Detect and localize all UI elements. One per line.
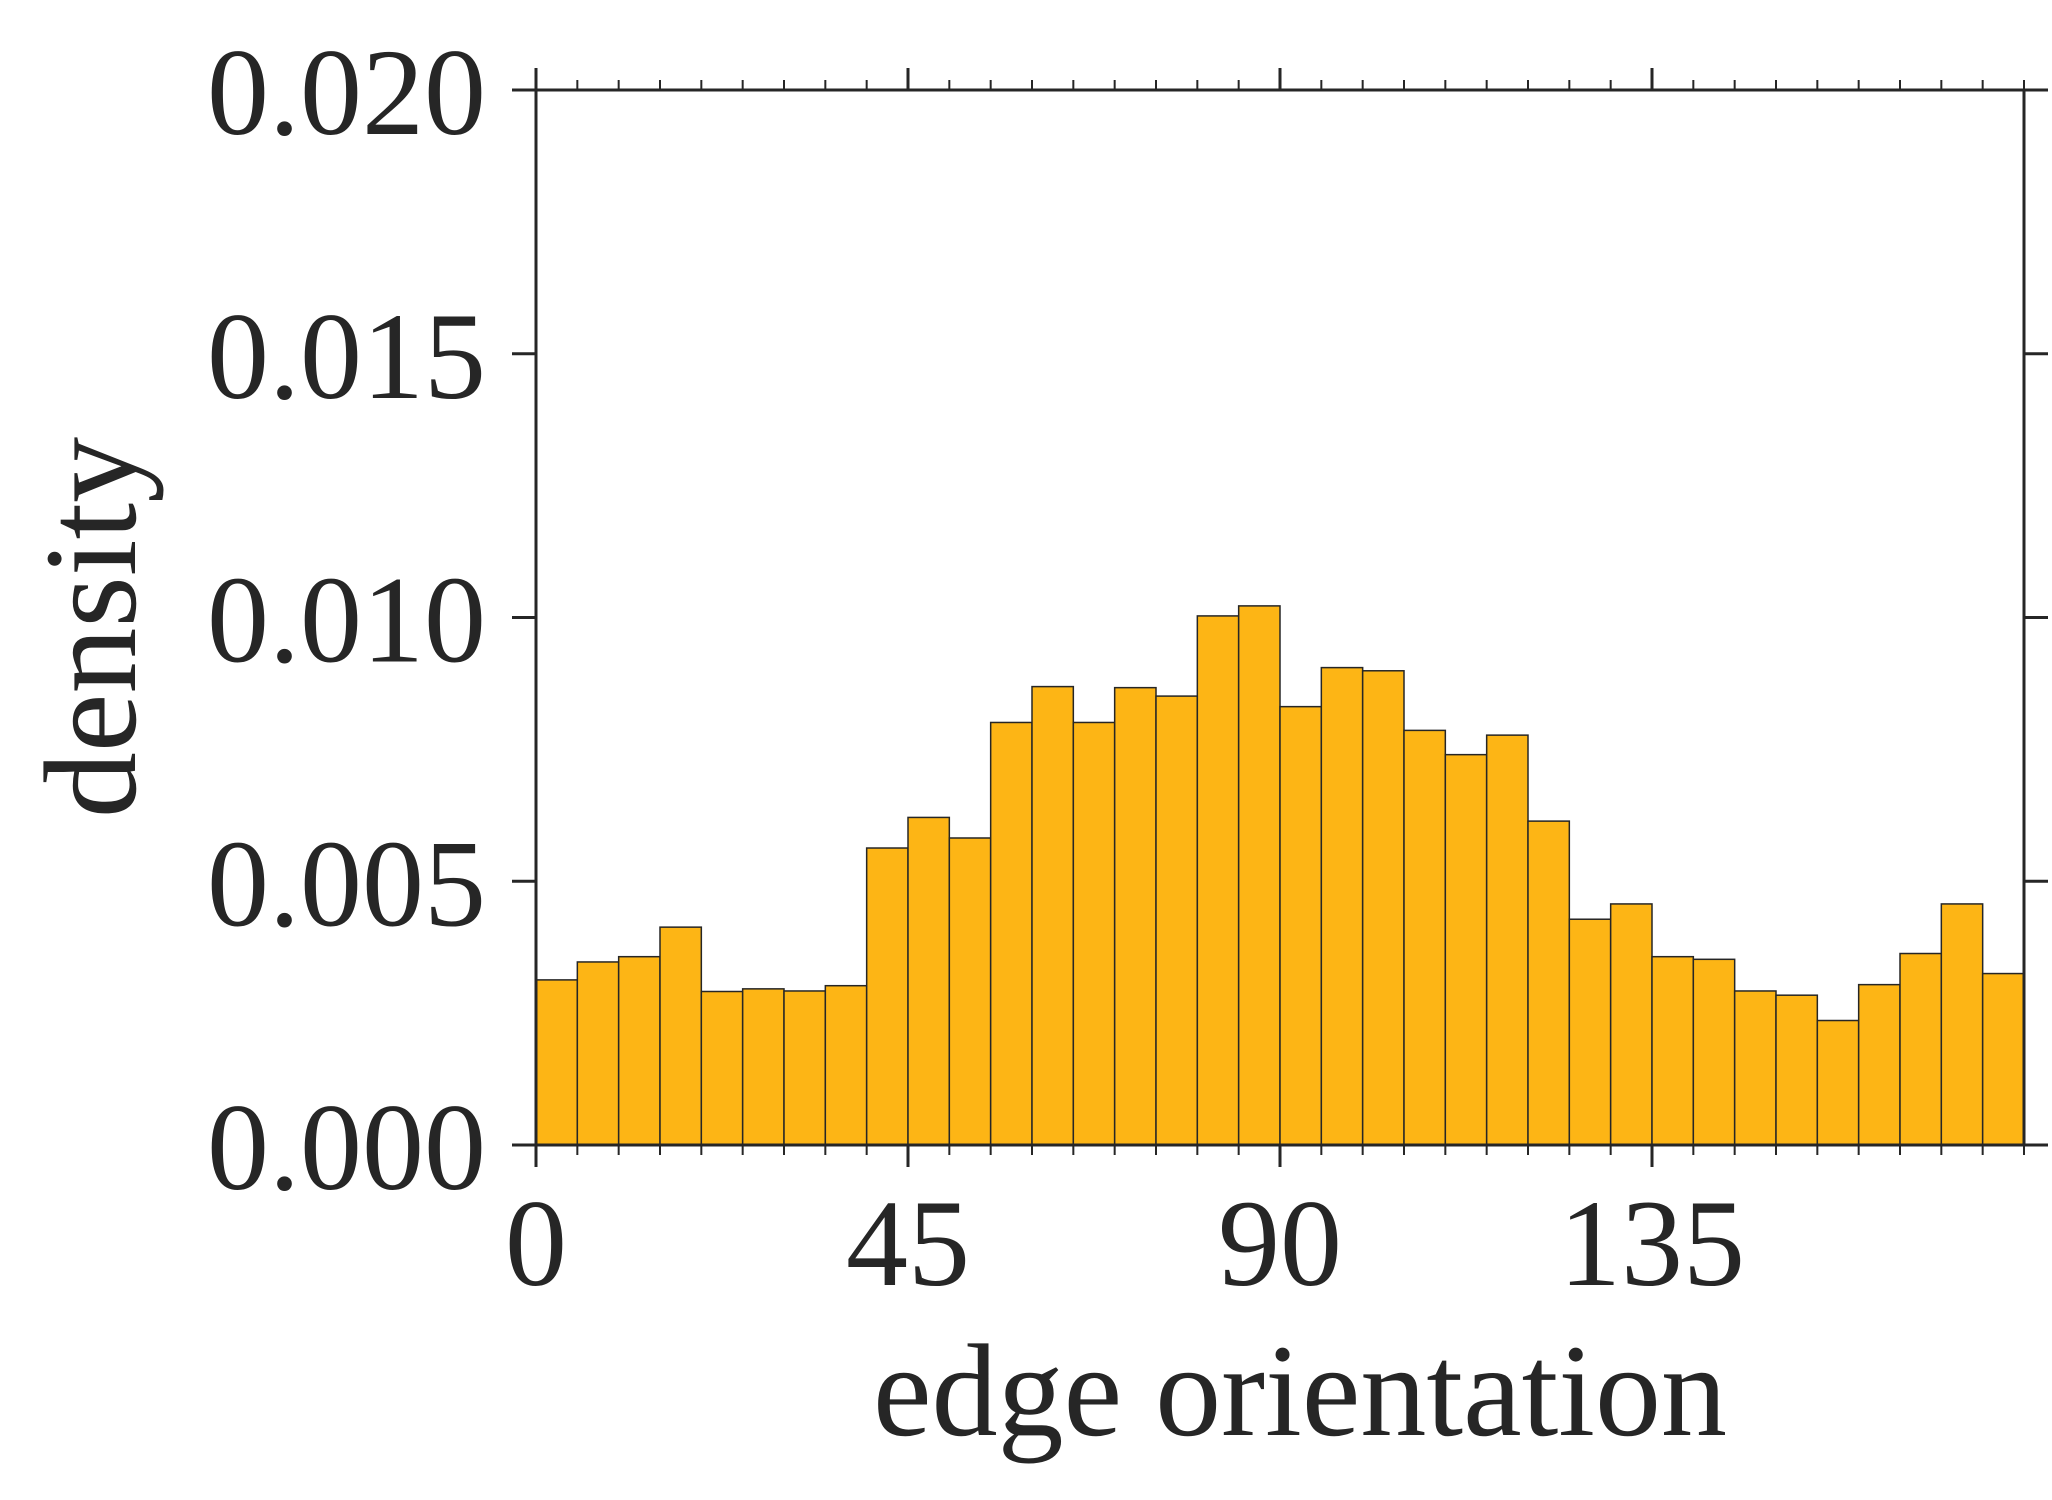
histogram-bar [1899,952,1943,1146]
x-tick-label: 90 [1218,1175,1342,1312]
y-tick-label: 0.000 [207,1079,486,1216]
histogram-bar [989,721,1033,1146]
histogram-bar [1403,729,1447,1146]
histogram-bar [1361,670,1405,1146]
histogram-bar [1072,721,1116,1146]
y-tick-label: 0.020 [207,24,486,161]
histogram-bar [617,955,661,1146]
y-tick-label: 0.010 [207,552,486,689]
histogram-bar [1444,753,1488,1146]
y-tick-label: 0.015 [207,288,486,425]
histogram-bar [659,926,703,1146]
histogram-bar [741,988,785,1146]
histogram-bar [1320,666,1364,1146]
histogram-bar [865,847,909,1146]
y-tick-labels-group: 0.000 0.005 0.010 0.015 0.020 [207,24,486,1216]
histogram-bar [948,837,992,1146]
histogram-bar [1237,605,1281,1146]
x-tick-labels-group: 0 45 90 135 [505,1175,1745,1312]
x-tick-label: 45 [846,1175,970,1312]
bars-group [535,605,2025,1146]
histogram-bar [576,961,620,1146]
x-tick-label: 0 [505,1175,567,1312]
histogram-bar [1940,903,1984,1146]
histogram-bar [535,979,579,1146]
histogram-bar [1816,1019,1860,1146]
histogram-bar [1568,918,1612,1146]
histogram-bar [1196,615,1240,1146]
plot-frame [534,88,2026,1147]
y-tick-label: 0.005 [207,815,486,952]
histogram-bar [1775,994,1819,1146]
histogram-bar [1733,990,1777,1146]
histogram-bar [824,984,868,1146]
major-ticks-group [512,68,2048,1167]
histogram-bar [1981,972,2025,1146]
histogram-bar [1155,695,1199,1146]
histogram-bar [1279,705,1323,1146]
x-axis-title: edge orientation [873,1317,1727,1464]
histogram-bar [1485,734,1529,1146]
histogram-bar [700,990,744,1146]
histogram-bar [1113,686,1157,1146]
histogram-bar [1651,955,1695,1146]
histogram-bar [1692,958,1736,1146]
histogram-bar [783,990,827,1146]
y-axis-title: density [17,437,164,818]
histogram-bar [1609,903,1653,1146]
histogram-bar [1031,685,1075,1146]
histogram-bar [907,816,951,1146]
histogram-bar [1857,983,1901,1146]
x-tick-label: 135 [1559,1175,1745,1312]
histogram-bar [1527,820,1571,1146]
